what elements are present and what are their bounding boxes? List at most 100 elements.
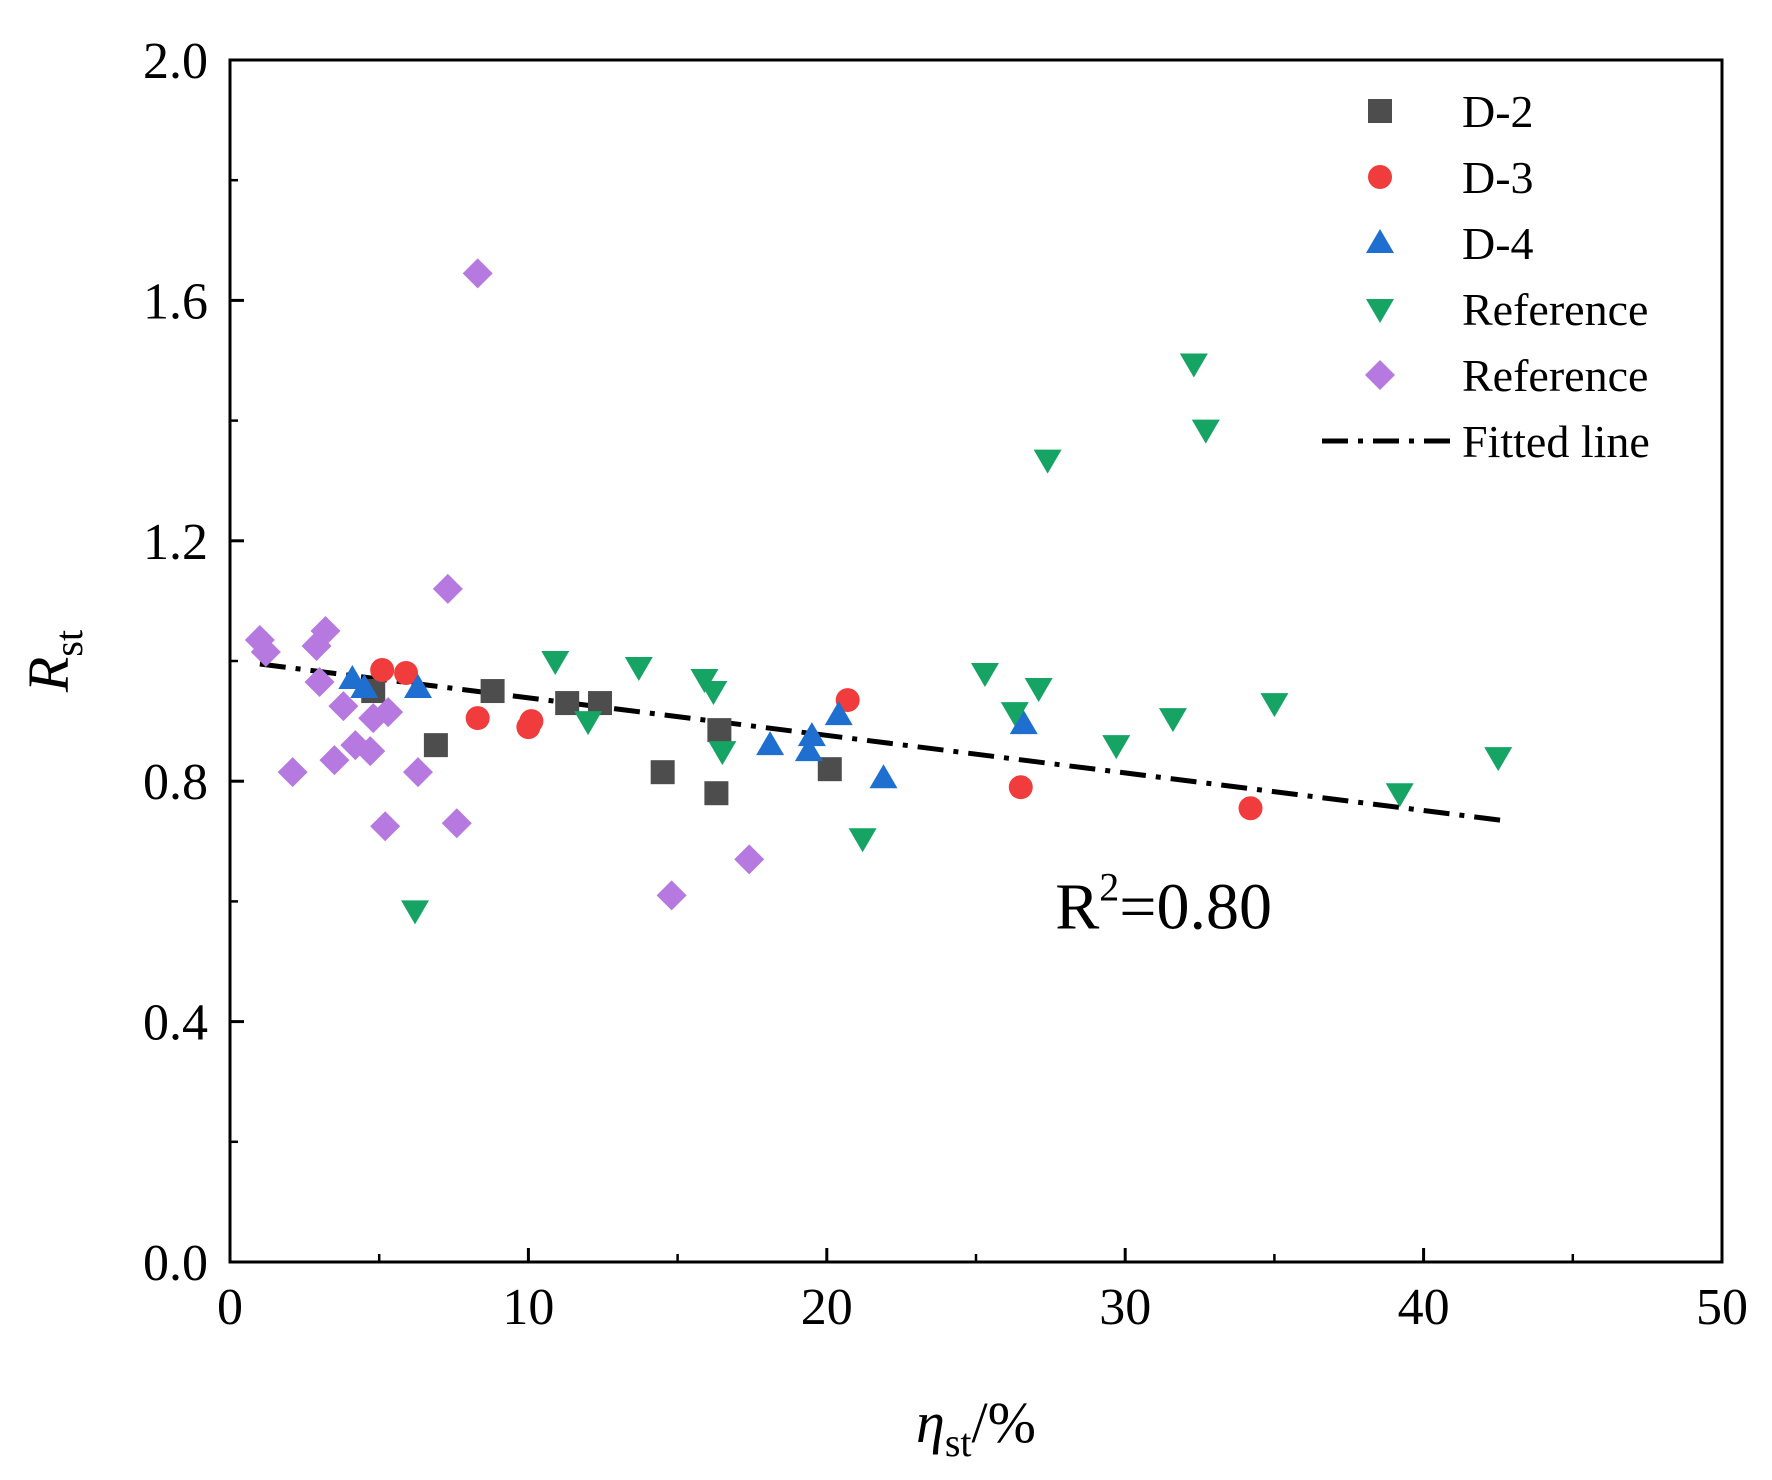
x-axis-title: ηst/%	[916, 1390, 1036, 1465]
data-point	[1484, 747, 1513, 772]
data-point	[373, 697, 404, 728]
legend-item: D-2	[1368, 86, 1534, 137]
legend-label: D-3	[1462, 152, 1534, 203]
data-point	[734, 844, 765, 875]
data-point	[519, 709, 544, 734]
data-point	[441, 808, 472, 839]
legend-item: Reference	[1366, 284, 1648, 335]
legend-label: Fitted line	[1462, 416, 1650, 467]
y-tick-label: 2.0	[143, 33, 208, 90]
data-point	[328, 691, 359, 722]
y-tick-label: 1.2	[143, 514, 208, 571]
x-tick-label: 20	[801, 1279, 853, 1336]
data-point	[432, 573, 463, 604]
data-point	[588, 691, 613, 716]
data-point	[574, 711, 603, 736]
data-point	[708, 741, 737, 766]
data-point	[1191, 419, 1220, 444]
data-point	[1238, 796, 1263, 821]
x-tick-label: 10	[502, 1279, 554, 1336]
legend-label: D-2	[1462, 86, 1534, 137]
data-point	[1009, 710, 1038, 735]
y-axis-title: Rst	[16, 630, 91, 693]
data-point	[370, 811, 401, 842]
data-point	[1033, 449, 1062, 474]
legend-marker	[1365, 360, 1395, 390]
data-point	[394, 661, 419, 686]
data-point	[824, 701, 853, 726]
data-points-layer	[244, 258, 1513, 925]
data-point	[690, 669, 719, 694]
legend-item: D-3	[1368, 152, 1534, 203]
series-5-reference	[244, 258, 765, 911]
data-point	[277, 757, 308, 788]
legend-marker	[1368, 165, 1392, 189]
data-point	[1158, 708, 1187, 733]
data-point	[401, 900, 430, 925]
data-point	[817, 757, 842, 782]
data-point	[650, 760, 675, 785]
x-axis-title-main: η	[916, 1390, 945, 1455]
x-tick-label: 40	[1398, 1279, 1450, 1336]
data-point	[310, 615, 341, 646]
series-2-d-3	[370, 658, 1263, 821]
y-axis-ticks: 0.0 0.4 0.8 1.2 1.6 2.0	[143, 33, 244, 1292]
data-point	[699, 681, 728, 706]
x-axis-title-sub: st	[945, 1420, 972, 1465]
y-tick-label: 1.6	[143, 273, 208, 330]
data-point	[1385, 783, 1414, 808]
legend-item: D-4	[1366, 218, 1534, 269]
data-point	[835, 688, 860, 713]
data-point	[370, 658, 395, 683]
data-point	[624, 657, 653, 682]
series-4-reference	[401, 353, 1513, 925]
data-point	[462, 258, 493, 289]
legend-item-fitted: Fitted line	[1322, 416, 1650, 467]
plot-area: 0.0 0.4 0.8 1.2 1.6 2.0 0 10 20 30 40 50	[143, 33, 1748, 1336]
data-point	[707, 718, 732, 743]
data-point	[1102, 735, 1131, 760]
plot-frame	[228, 58, 1724, 1264]
data-point	[555, 691, 580, 716]
y-axis-title-main: R	[16, 657, 81, 693]
y-axis-title-sub: st	[46, 630, 91, 657]
data-point	[250, 636, 281, 667]
data-point	[403, 674, 432, 699]
legend: D-2 D-3 D-4 Reference Reference Fitted line	[1322, 86, 1650, 467]
data-point	[797, 722, 826, 747]
x-tick-label: 50	[1696, 1279, 1748, 1336]
data-point	[319, 745, 350, 776]
data-point	[304, 667, 335, 698]
data-point	[869, 764, 898, 789]
x-tick-label: 30	[1099, 1279, 1151, 1336]
legend-marker	[1368, 99, 1392, 123]
data-point	[465, 706, 490, 731]
fitted-line	[259, 661, 1502, 823]
data-point	[350, 674, 379, 699]
data-point	[756, 731, 785, 756]
legend-label: Reference	[1462, 284, 1648, 335]
data-point	[704, 781, 729, 806]
r-squared-annotation: R2=0.80	[1055, 864, 1272, 943]
r-squared-base: R	[1055, 870, 1099, 943]
data-point	[656, 880, 687, 911]
data-point	[970, 663, 999, 688]
y-tick-label: 0.4	[143, 995, 208, 1052]
legend-item: Reference	[1365, 350, 1648, 401]
legend-marker	[1366, 299, 1394, 323]
fitted-line-layer	[259, 661, 1502, 823]
data-point	[1000, 702, 1029, 727]
legend-label: Reference	[1462, 350, 1648, 401]
legend-marker	[1366, 229, 1394, 253]
data-point	[1179, 353, 1208, 378]
data-point	[848, 828, 877, 853]
data-point	[541, 651, 570, 675]
y-tick-label: 0.0	[143, 1235, 208, 1292]
x-axis-ticks: 0 10 20 30 40 50	[217, 1248, 1748, 1336]
data-point	[355, 736, 386, 767]
r-squared-value: =0.80	[1119, 870, 1272, 943]
data-point	[402, 757, 433, 788]
series-3-d-4	[338, 665, 1038, 789]
data-point	[480, 679, 505, 704]
